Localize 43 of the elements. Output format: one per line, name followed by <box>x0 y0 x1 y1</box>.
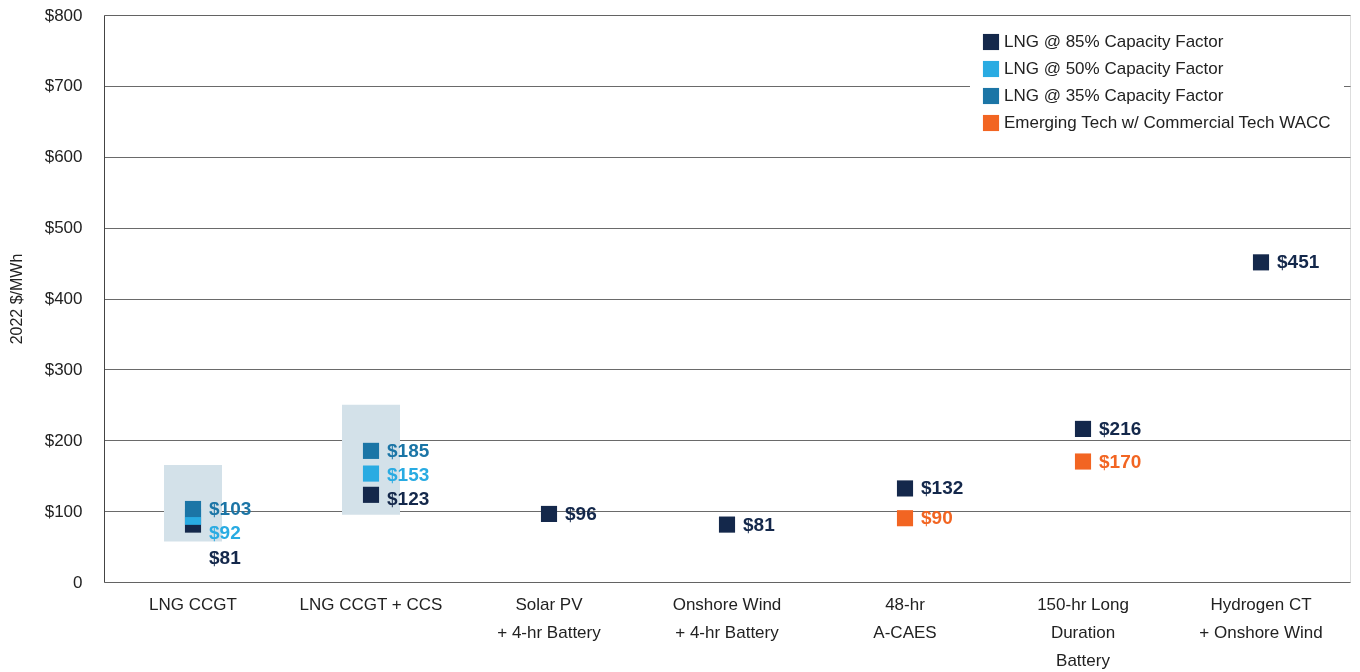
point <box>1252 254 1270 271</box>
x-tick-label: 48-hr A-CAES <box>873 594 937 642</box>
point <box>1074 420 1092 437</box>
data-label: $90 <box>921 507 953 529</box>
point <box>362 465 380 482</box>
data-label: $170 <box>1099 450 1142 472</box>
point <box>362 486 380 503</box>
legend-label: LNG @ 35% Capacity Factor <box>1004 86 1224 105</box>
y-tick-label: $500 <box>44 218 83 238</box>
x-tick-label: Hydrogen CT + Onshore Wind <box>1199 594 1323 642</box>
data-label: $132 <box>921 477 964 499</box>
x-tick-label: 150-hr Long Duration Battery <box>1037 594 1129 670</box>
data-label: $81 <box>209 546 242 568</box>
y-tick-label: $300 <box>44 359 83 379</box>
y-tick-label: $700 <box>44 76 83 96</box>
data-label: $451 <box>1277 251 1320 273</box>
legend-label: LNG @ 50% Capacity Factor <box>1004 59 1224 78</box>
point <box>1074 453 1092 470</box>
point <box>718 516 736 533</box>
data-label: $92 <box>209 522 241 544</box>
y-tick-label: $100 <box>44 501 83 521</box>
point <box>362 442 380 459</box>
point <box>896 480 914 497</box>
x-tick-label: Solar PV + 4-hr Battery <box>497 594 602 642</box>
legend-label: LNG @ 85% Capacity Factor <box>1004 32 1224 51</box>
point <box>896 510 914 527</box>
y-tick-label: $200 <box>44 430 83 450</box>
data-label: $123 <box>387 488 430 510</box>
y-tick-label: $600 <box>44 147 83 167</box>
y-tick-label: $800 <box>44 5 83 25</box>
x-tick-label: LNG CCGT <box>149 594 237 614</box>
point <box>540 505 558 523</box>
x-tick-label: LNG CCGT + CCS <box>299 594 443 614</box>
y-axis-title: 2022 $/MWh <box>7 253 25 345</box>
legend-label: Emerging Tech w/ Commercial Tech WACC <box>1004 113 1331 132</box>
y-tick-label: $400 <box>44 289 83 308</box>
data-label: $185 <box>387 439 430 461</box>
data-label: $153 <box>387 464 430 486</box>
data-label: $216 <box>1099 417 1142 439</box>
data-label: $81 <box>743 513 776 535</box>
y-tick-label: 0 <box>73 572 83 592</box>
point <box>184 500 202 518</box>
x-tick-label: Onshore Wind + 4-hr Battery <box>672 594 782 642</box>
